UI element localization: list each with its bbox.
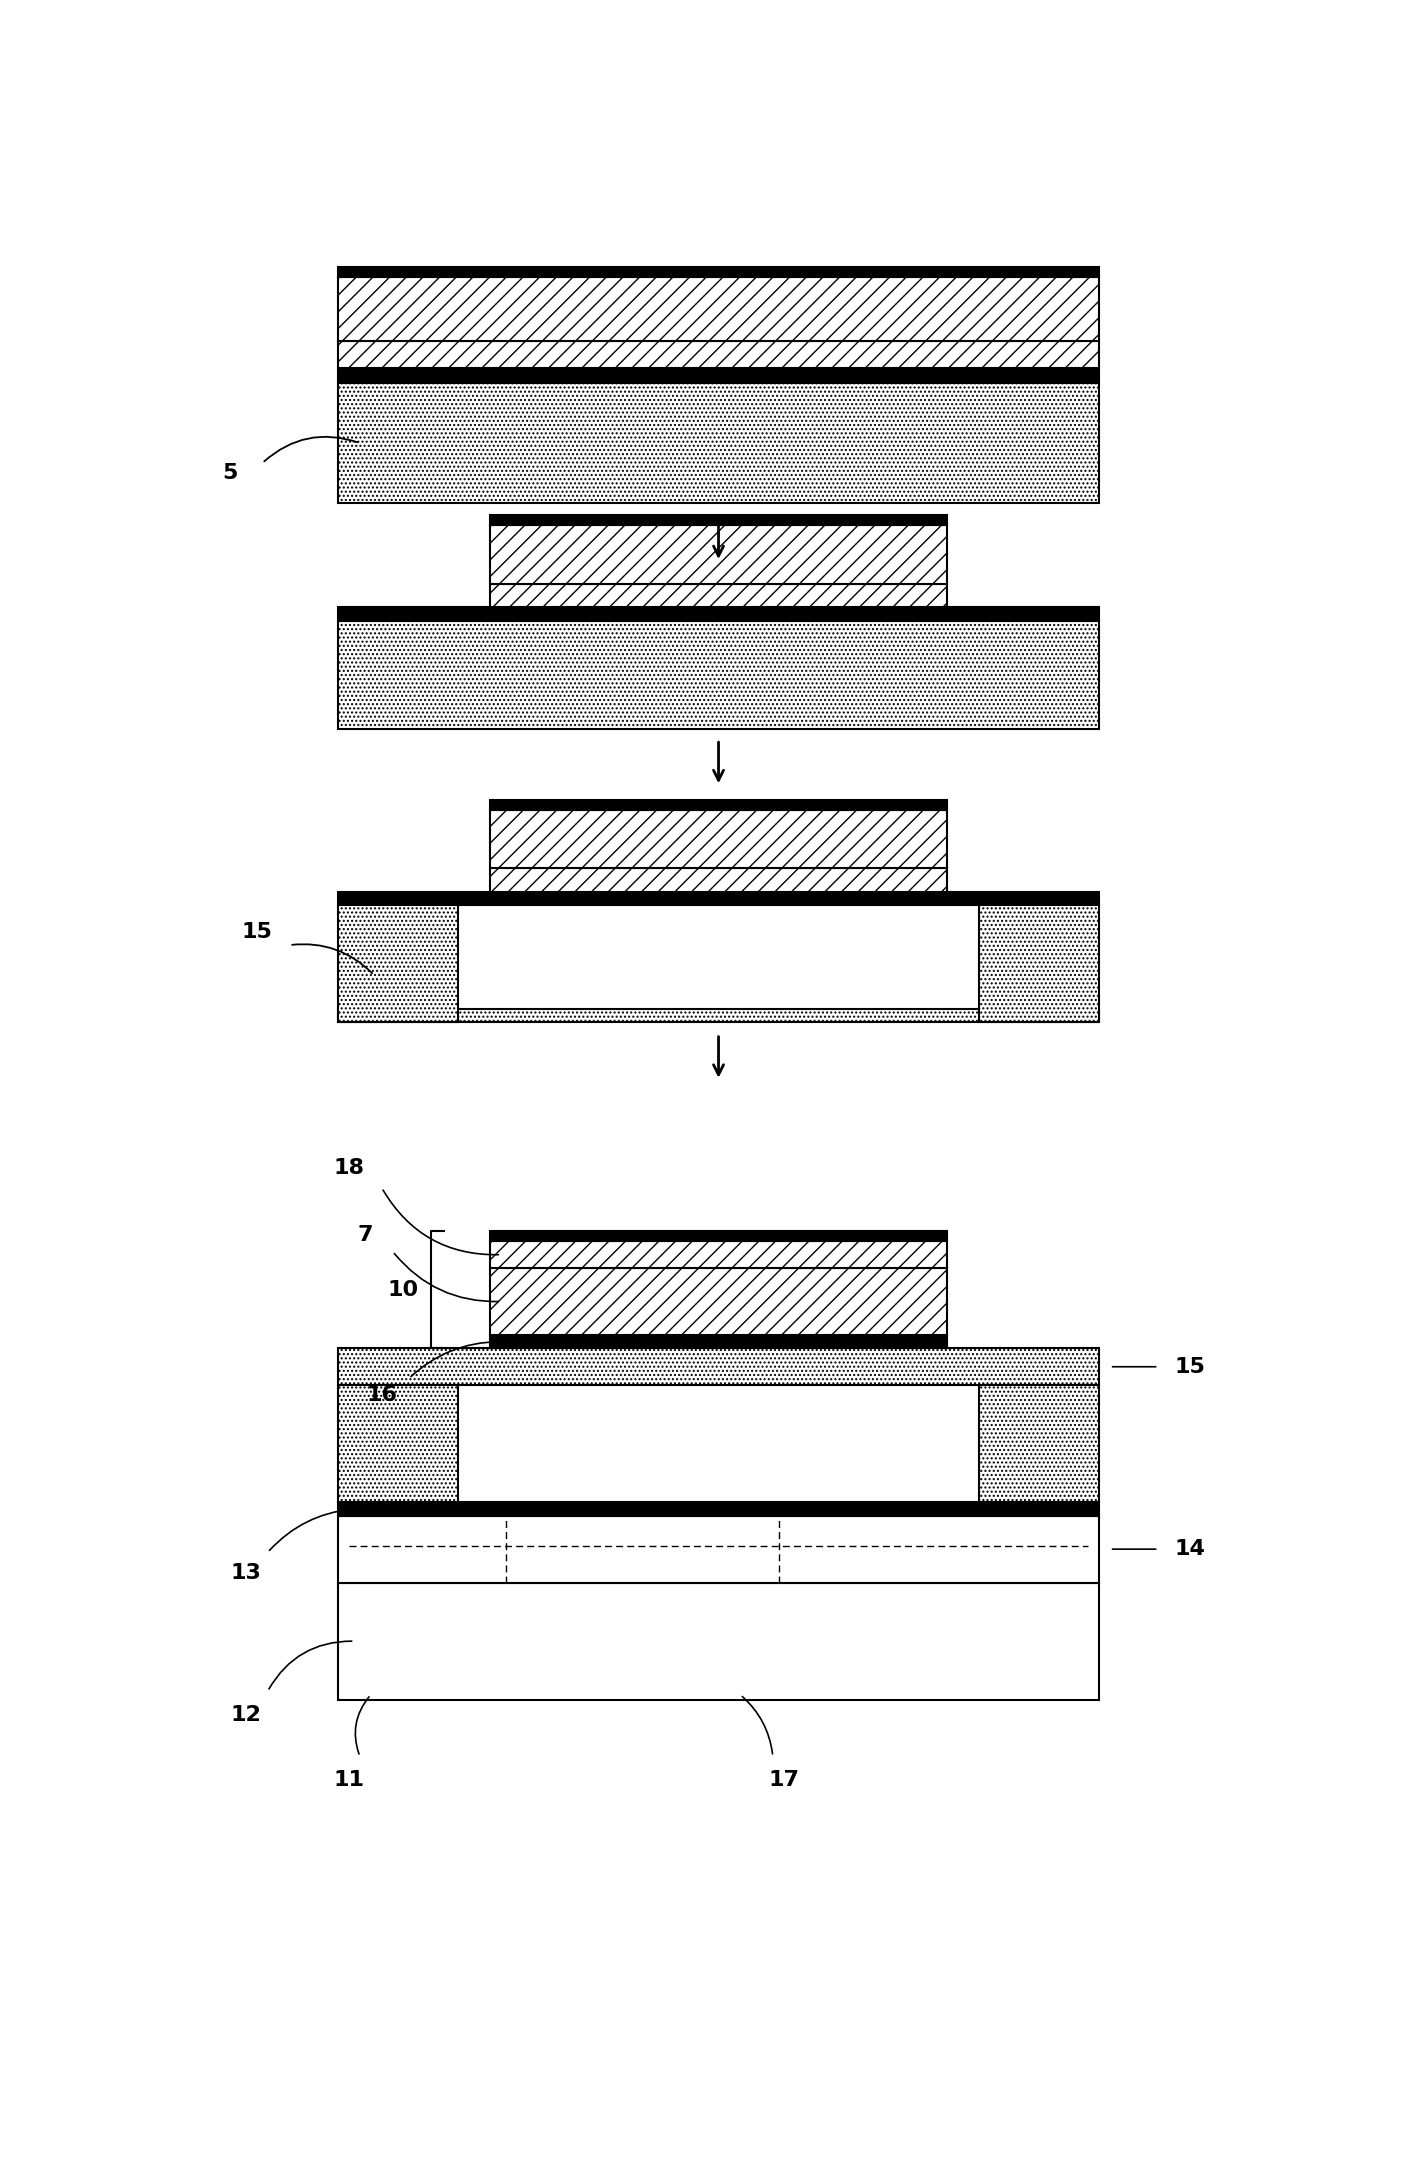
Bar: [979, 1384, 1099, 1502]
Bar: [338, 1502, 1099, 1517]
Text: 16: 16: [366, 1384, 397, 1406]
Text: 5: 5: [222, 463, 237, 482]
Bar: [491, 800, 946, 811]
Bar: [338, 1347, 1099, 1384]
Bar: [491, 1241, 946, 1269]
Bar: [338, 278, 1099, 341]
Bar: [338, 891, 1099, 904]
Bar: [491, 1334, 946, 1347]
Text: 12: 12: [230, 1706, 261, 1725]
Bar: [491, 585, 946, 606]
Bar: [338, 341, 1099, 367]
Text: 15: 15: [241, 921, 272, 941]
Bar: [491, 1232, 946, 1241]
Bar: [979, 904, 1099, 1021]
Text: 13: 13: [230, 1562, 261, 1582]
Bar: [491, 869, 946, 891]
Bar: [491, 1269, 946, 1334]
Bar: [491, 515, 946, 526]
Bar: [338, 1582, 1099, 1699]
Bar: [338, 621, 1099, 730]
Bar: [338, 367, 1099, 382]
Bar: [338, 1517, 1099, 1582]
Bar: [338, 606, 1099, 621]
Text: 17: 17: [768, 1771, 799, 1791]
Text: 11: 11: [334, 1771, 365, 1791]
Bar: [338, 904, 457, 1021]
Text: 7: 7: [358, 1226, 373, 1245]
Bar: [338, 1008, 1099, 1021]
Text: 15: 15: [1175, 1356, 1206, 1378]
Bar: [338, 1384, 457, 1502]
Text: 18: 18: [334, 1158, 365, 1178]
Bar: [491, 811, 946, 869]
Bar: [491, 526, 946, 585]
Bar: [338, 382, 1099, 504]
Text: 14: 14: [1175, 1538, 1206, 1560]
Bar: [338, 267, 1099, 278]
Text: 10: 10: [388, 1280, 419, 1299]
